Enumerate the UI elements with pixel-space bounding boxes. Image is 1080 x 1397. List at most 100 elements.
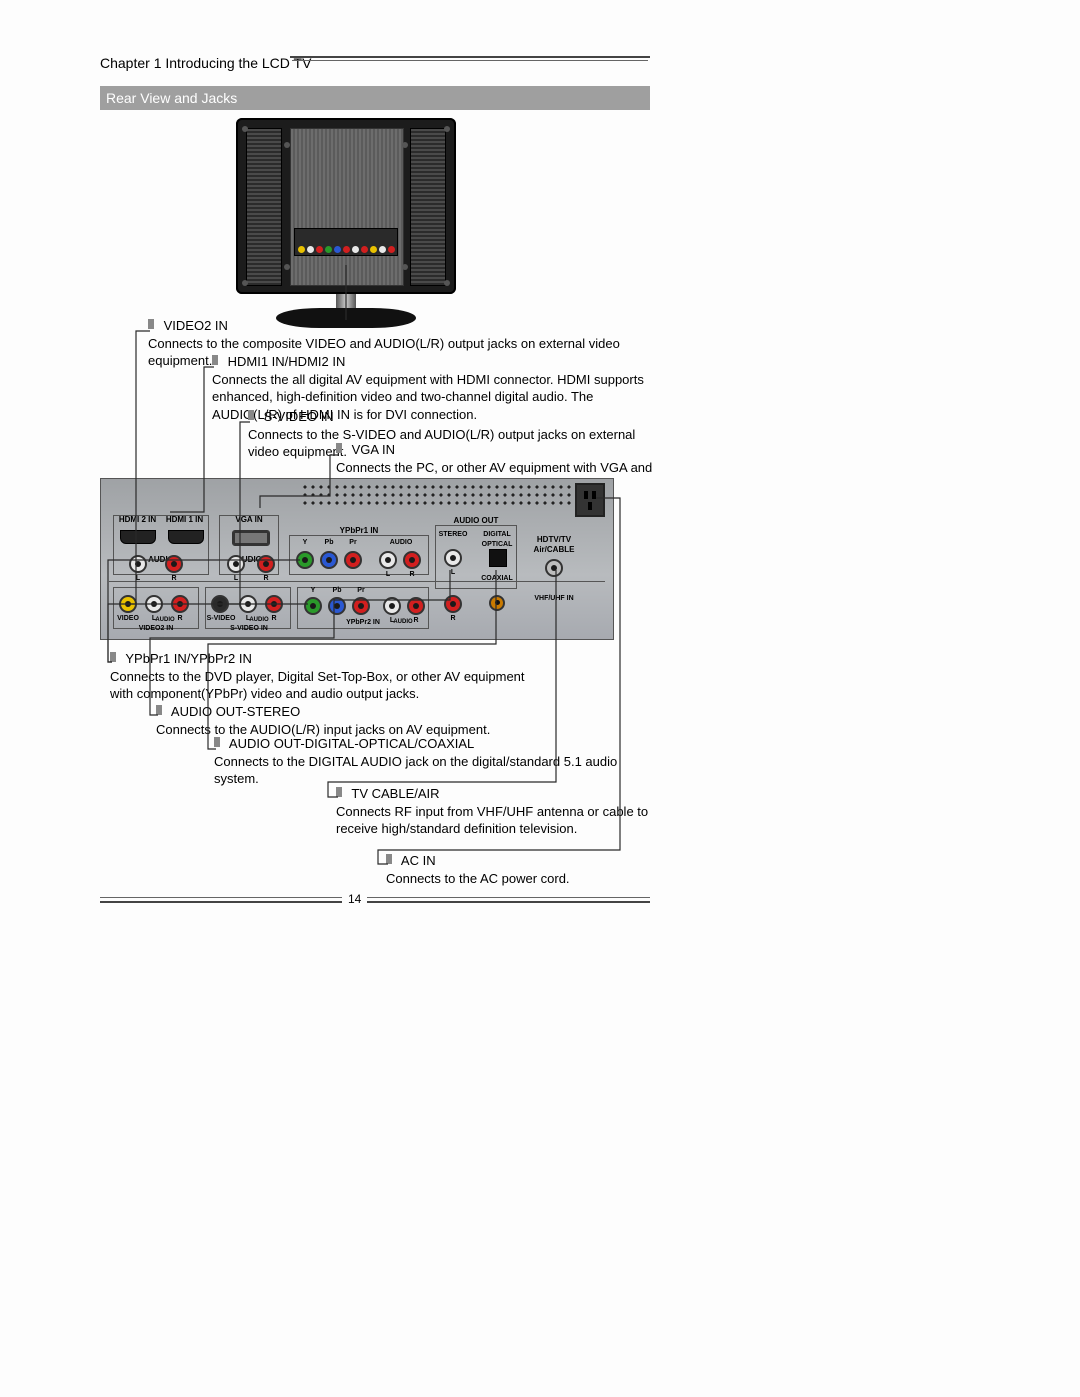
pin-icon [214, 737, 220, 747]
pin-icon [148, 319, 154, 329]
screw-icon [242, 126, 248, 132]
label-audio: AUDIO [393, 619, 412, 625]
label-Y: Y [303, 539, 308, 546]
jack-stereo-r [444, 595, 462, 613]
tv-rear-illustration [236, 118, 456, 332]
label-R: R [171, 575, 176, 582]
jack-svideo-audio-l [239, 595, 257, 613]
section-title-bar: Rear View and Jacks [100, 86, 650, 110]
callout-desc: Connects to the DVD player, Digital Set-… [110, 669, 525, 702]
label-audio: AUDIO [390, 539, 413, 546]
jack-vga-audio-r [257, 555, 275, 573]
tv-back-grille [290, 128, 404, 286]
jack-vga [232, 530, 270, 546]
label-L: L [136, 575, 140, 582]
callout-title: VGA IN [352, 442, 395, 457]
callout-title: VIDEO2 IN [164, 318, 228, 333]
label-R: R [450, 615, 455, 622]
label-svideo: S-VIDEO [207, 615, 236, 622]
label-svideoin: S-VIDEO IN [230, 625, 268, 632]
jack-stereo-l [444, 549, 462, 567]
callout-tvcable: TV CABLE/AIR Connects RF input from VHF/… [336, 785, 656, 838]
jack-cvbs-video [119, 595, 137, 613]
label-optical: OPTICAL [482, 541, 513, 548]
label-audio-out: AUDIO OUT [454, 516, 499, 525]
jack-svideo [211, 595, 229, 613]
footer-rule-inner [100, 897, 650, 898]
page-number: 14 [342, 892, 367, 906]
jack-ypbpr2-audio-r [407, 597, 425, 615]
tv-speaker-right [410, 128, 446, 286]
pin-icon [248, 410, 254, 420]
jack-optical [489, 549, 507, 567]
pin-icon [212, 355, 218, 365]
callout-desc: Connects RF input from VHF/UHF antenna o… [336, 804, 648, 837]
jack-hdmi-audio-r [165, 555, 183, 573]
callout-ypbpr: YPbPr1 IN/YPbPr2 IN Connects to the DVD … [110, 650, 540, 703]
label-R: R [263, 575, 268, 582]
jack-y1 [296, 551, 314, 569]
label-vga: VGA IN [235, 515, 262, 524]
callout-title: HDMI1 IN/HDMI2 IN [228, 354, 346, 369]
label-digital: DIGITAL [483, 531, 510, 538]
label-video: VIDEO [117, 615, 139, 622]
label-Pb: Pb [325, 539, 334, 546]
ac-in-socket [575, 483, 605, 517]
label-L: L [451, 569, 455, 576]
jack-cvbs-audio-l [145, 595, 163, 613]
label-ypbpr2: YPbPr2 IN [346, 619, 380, 626]
screw-icon [402, 142, 408, 148]
label-Y: Y [311, 587, 316, 594]
pin-icon [336, 787, 342, 797]
label-stereo: STEREO [439, 531, 468, 538]
label-hdmi1: HDMI 1 IN [166, 515, 203, 524]
label-aircable: Air/CABLE [534, 545, 575, 554]
jack-ypbpr2-audio-l [383, 597, 401, 615]
tv-speaker-left [246, 128, 282, 286]
jack-ypbpr1-audio-l [379, 551, 397, 569]
callout-title: AUDIO OUT-STEREO [171, 704, 300, 719]
vent-grille [301, 483, 591, 509]
jack-hdmi1 [168, 530, 204, 544]
pin-icon [336, 443, 342, 453]
tv-body [236, 118, 456, 294]
label-L: L [234, 575, 238, 582]
callout-acin: AC IN Connects to the AC power cord. [386, 852, 646, 887]
jack-hdmi-audio-l [129, 555, 147, 573]
callout-title: AUDIO OUT-DIGITAL-OPTICAL/COAXIAL [229, 736, 474, 751]
label-hdtv: HDTV/TV [537, 535, 571, 544]
header-rule [290, 56, 650, 58]
footer-rule [100, 901, 650, 903]
jack-panel: HDMI 2 IN HDMI 1 IN AUDIO L R VGA IN AUD… [100, 478, 614, 640]
manual-page: Chapter 1 Introducing the LCD TV Rear Vi… [0, 0, 1080, 1397]
screw-icon [402, 264, 408, 270]
label-audio: AUDIO [249, 617, 268, 623]
chapter-header: Chapter 1 Introducing the LCD TV [100, 55, 311, 71]
jack-hdmi2 [120, 530, 156, 544]
label-audio: AUDIO [155, 617, 174, 623]
pin-icon [156, 705, 162, 715]
label-R: R [409, 571, 414, 578]
label-Pb: Pb [333, 587, 342, 594]
label-hdmi2: HDMI 2 IN [119, 515, 156, 524]
jack-pb1 [320, 551, 338, 569]
label-video2in: VIDEO2 IN [139, 625, 174, 632]
callout-desc: Connects to the AC power cord. [386, 871, 570, 886]
group-hdmi: HDMI 2 IN HDMI 1 IN AUDIO [113, 515, 209, 575]
jack-pb2 [328, 597, 346, 615]
jack-ypbpr1-audio-r [403, 551, 421, 569]
jack-pr2 [352, 597, 370, 615]
callout-title: TV CABLE/AIR [351, 786, 439, 801]
jack-svideo-audio-r [265, 595, 283, 613]
screw-icon [444, 280, 450, 286]
label-ypbpr1: YPbPr1 IN [340, 526, 379, 535]
jack-cvbs-audio-r [171, 595, 189, 613]
callout-stereo: AUDIO OUT-STEREO Connects to the AUDIO(L… [156, 703, 586, 738]
screw-icon [242, 280, 248, 286]
jack-rf [545, 559, 563, 577]
callout-title: YPbPr1 IN/YPbPr2 IN [125, 651, 251, 666]
label-coaxial: COAXIAL [481, 575, 513, 582]
callout-desc: Connects to the DIGITAL AUDIO jack on th… [214, 754, 617, 787]
header-rule-inner [292, 60, 648, 61]
label-R: R [413, 617, 418, 624]
